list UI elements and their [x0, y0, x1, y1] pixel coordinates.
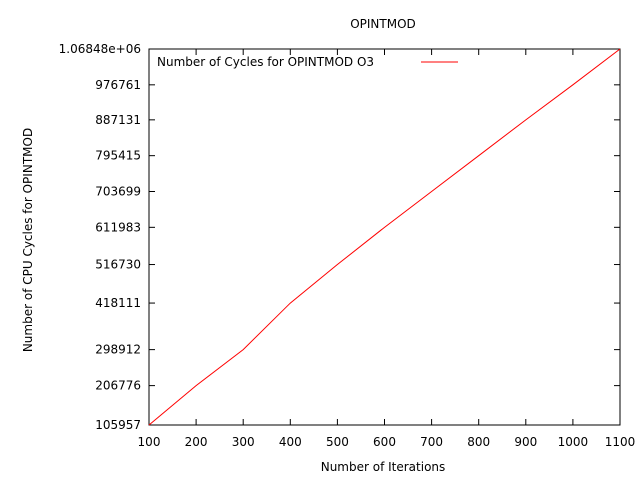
x-tick-label: 1000: [558, 435, 589, 449]
x-axis-label: Number of Iterations: [321, 460, 446, 474]
y-tick-label: 418111: [95, 296, 141, 310]
y-tick-label: 795415: [95, 149, 141, 163]
y-tick-label: 611983: [95, 220, 141, 234]
x-tick-label: 200: [185, 435, 208, 449]
y-tick-label: 703699: [95, 184, 141, 198]
chart-title: OPINTMOD: [350, 17, 416, 31]
y-axis-label: Number of CPU Cycles for OPINTMOD: [21, 128, 35, 352]
x-tick-label: 800: [467, 435, 490, 449]
plot-frame: [148, 48, 621, 426]
y-tick-label: 1.06848e+06: [59, 42, 141, 56]
x-tick-label: 100: [138, 435, 161, 449]
y-tick-label: 105957: [95, 418, 141, 432]
y-tick-label: 887131: [95, 113, 141, 127]
y-ticks: 105957 206776 298912 418111 516730 611983 7036…: [59, 42, 620, 432]
series-line: [148, 48, 621, 426]
y-tick-label: 516730: [95, 258, 141, 272]
x-tick-label: 300: [232, 435, 255, 449]
legend-label: Number of Cycles for OPINTMOD O3: [157, 55, 374, 69]
y-tick-label: 976761: [95, 78, 141, 92]
x-tick-label: 500: [326, 435, 349, 449]
y-tick-label: 298912: [95, 343, 141, 357]
x-tick-label: 400: [279, 435, 302, 449]
x-tick-label: 1100: [605, 435, 636, 449]
y-tick-label: 206776: [95, 379, 141, 393]
x-tick-label: 700: [420, 435, 443, 449]
x-tick-label: 600: [373, 435, 396, 449]
series-layer: [148, 48, 621, 426]
legend: Number of Cycles for OPINTMOD O3: [157, 55, 458, 69]
x-ticks: 100 200 300 400 500 600 700 800 900 1000 1100: [138, 49, 636, 449]
x-tick-label: 900: [514, 435, 537, 449]
